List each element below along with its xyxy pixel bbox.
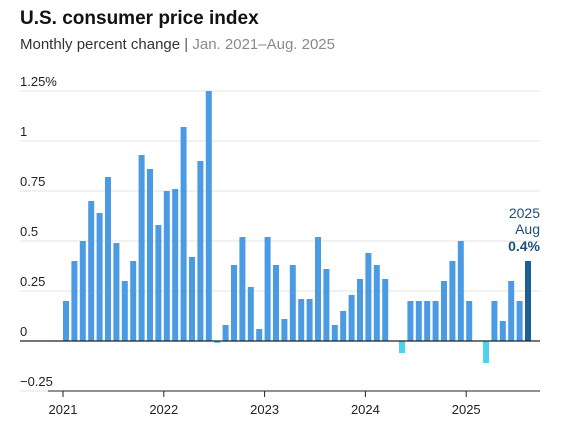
- x-year-label: 2022: [149, 402, 178, 417]
- bar: [424, 301, 431, 341]
- bar: [130, 261, 137, 341]
- y-axis-tick-labels: 1.25% 1 0.75 0.5 0.25 0 −0.25: [20, 74, 57, 389]
- bar: [264, 237, 271, 341]
- x-year-label: 2024: [351, 402, 380, 417]
- bar: [373, 265, 380, 341]
- annotation-year: 2025: [509, 205, 540, 221]
- x-year-label: 2021: [49, 402, 78, 417]
- bar: [449, 261, 456, 341]
- y-tick-label: 0.75: [20, 174, 45, 189]
- bar: [491, 301, 498, 341]
- bar: [247, 287, 254, 341]
- y-tick-label: 0.25: [20, 274, 45, 289]
- bar: [105, 177, 111, 341]
- x-axis: 2021 2022 2023 2024 2025: [48, 390, 540, 417]
- chart-title: U.S. consumer price index: [20, 8, 259, 29]
- subtitle-main: Monthly percent change: [20, 36, 181, 53]
- bar: [113, 243, 120, 341]
- bar: [63, 301, 69, 341]
- bar: [239, 237, 246, 341]
- bar: [357, 279, 363, 341]
- bar: [365, 253, 372, 341]
- bar: [407, 301, 414, 341]
- bar: [340, 311, 347, 341]
- x-year-label: 2023: [250, 402, 279, 417]
- bar: [499, 321, 506, 341]
- subtitle-separator: |: [184, 36, 189, 53]
- bar: [432, 301, 439, 341]
- y-tick-label: −0.25: [20, 374, 53, 389]
- bar: [508, 281, 515, 341]
- y-tick-label: 0: [20, 324, 27, 339]
- chart-subtitle: Monthly percent change | Jan. 2021–Aug. …: [20, 36, 335, 53]
- bar: [222, 325, 229, 341]
- bar: [121, 281, 128, 341]
- bar: [155, 225, 162, 341]
- bar: [231, 265, 237, 341]
- bar: [172, 189, 179, 341]
- bar: [71, 261, 78, 341]
- bar: [415, 301, 422, 341]
- bar: [205, 91, 212, 341]
- bar: [147, 169, 153, 341]
- annotation-month: Aug: [515, 221, 540, 237]
- bar: [214, 341, 221, 343]
- bar: [180, 127, 187, 341]
- bar: [197, 161, 204, 341]
- bar: [138, 155, 145, 341]
- y-tick-label: 0.5: [20, 224, 38, 239]
- bar: [256, 329, 263, 341]
- bar: [163, 191, 170, 341]
- bar: [315, 237, 321, 341]
- bar: [399, 341, 405, 353]
- bar: [331, 325, 338, 341]
- bar: [516, 301, 523, 341]
- x-year-label: 2025: [452, 402, 481, 417]
- bar: [96, 213, 103, 341]
- bar: [323, 269, 330, 341]
- bar: [382, 279, 389, 341]
- bar: [189, 257, 195, 341]
- y-tick-label: 1: [20, 124, 27, 139]
- annotation-value: 0.4%: [508, 238, 540, 254]
- bar: [298, 299, 305, 341]
- bar: [525, 261, 531, 341]
- bars: [63, 91, 531, 363]
- bar: [281, 319, 288, 341]
- bar: [289, 265, 296, 341]
- bar: [348, 295, 355, 341]
- subtitle-range: Jan. 2021–Aug. 2025: [192, 36, 335, 53]
- bar: [79, 241, 86, 341]
- y-tick-label: 1.25%: [20, 74, 57, 89]
- bar: [466, 301, 473, 341]
- bar: [273, 265, 279, 341]
- bar: [306, 299, 313, 341]
- bar: [88, 201, 95, 341]
- highlight-annotation: 2025 Aug 0.4%: [508, 205, 540, 254]
- bar: [441, 281, 447, 341]
- bar: [457, 241, 464, 341]
- bar: [483, 341, 489, 363]
